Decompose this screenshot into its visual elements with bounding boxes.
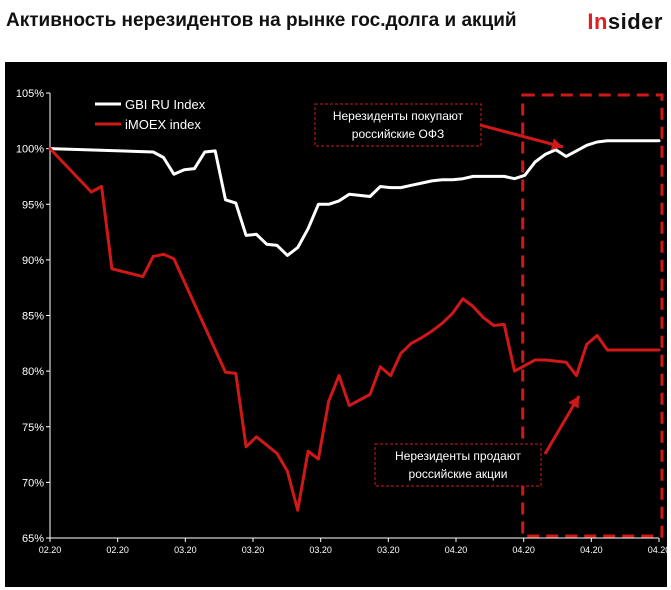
logo-part-sider: sider	[607, 9, 663, 34]
x-tick-label: 03.20	[242, 545, 265, 555]
insider-logo: Insider	[587, 9, 663, 35]
x-tick-label: 02.20	[39, 545, 62, 555]
page-title: Активность нерезидентов на рынке гос.дол…	[6, 10, 517, 31]
y-tick-label: 80%	[22, 366, 44, 378]
y-tick-label: 100%	[16, 144, 44, 156]
x-tick-label: 04.20	[580, 545, 603, 555]
annotation-sell-arrowhead	[568, 396, 579, 409]
series-line-imoex	[48, 147, 661, 512]
annotation-buy-arrowhead	[550, 138, 563, 150]
x-tick-label: 03.20	[309, 545, 332, 555]
annotation-buy-box	[314, 103, 482, 147]
series-line-gbi	[48, 139, 661, 257]
y-tick-label: 105%	[16, 88, 44, 100]
annotation-buy-text: российские ОФЗ	[352, 127, 444, 141]
x-tick-label: 02.20	[106, 545, 129, 555]
chart-area: 65% 70% 75% 80% 85% 90% 95% 100% 105% 02.20 02.20 0…	[5, 62, 667, 587]
x-tick-label: 04.20	[445, 545, 468, 555]
legend-label: iMOEX index	[125, 117, 201, 132]
y-tick-label: 90%	[22, 255, 44, 267]
x-tick-label: 03.20	[377, 545, 400, 555]
x-tick-label: 04.20	[512, 545, 535, 555]
line-chart: 65% 70% 75% 80% 85% 90% 95% 100% 105% 02.20 02.20 0…	[16, 88, 667, 555]
annotation-buy-text: Нерезиденты покупают	[333, 109, 464, 123]
y-tick-label: 85%	[22, 311, 44, 323]
annotation-sell-text: Нерезиденты продают	[395, 449, 521, 463]
annotation-sell-arrow	[543, 395, 581, 455]
x-tick-label: 04.20	[648, 545, 667, 555]
logo-part-in: In	[587, 9, 608, 34]
y-tick-label: 75%	[22, 422, 44, 434]
y-tick-label: 70%	[22, 477, 44, 489]
x-tick-label: 03.20	[174, 545, 197, 555]
header: Активность нерезидентов на рынке гос.дол…	[0, 0, 671, 48]
legend-label: GBI RU Index	[125, 97, 206, 112]
y-tick-label: 65%	[22, 533, 44, 545]
highlight-box	[521, 93, 664, 538]
annotation-buy-arrow	[479, 123, 564, 149]
annotation-sell-text: российские акции	[409, 467, 508, 481]
y-tick-label: 95%	[22, 199, 44, 211]
annotation-sell-box	[374, 443, 542, 487]
